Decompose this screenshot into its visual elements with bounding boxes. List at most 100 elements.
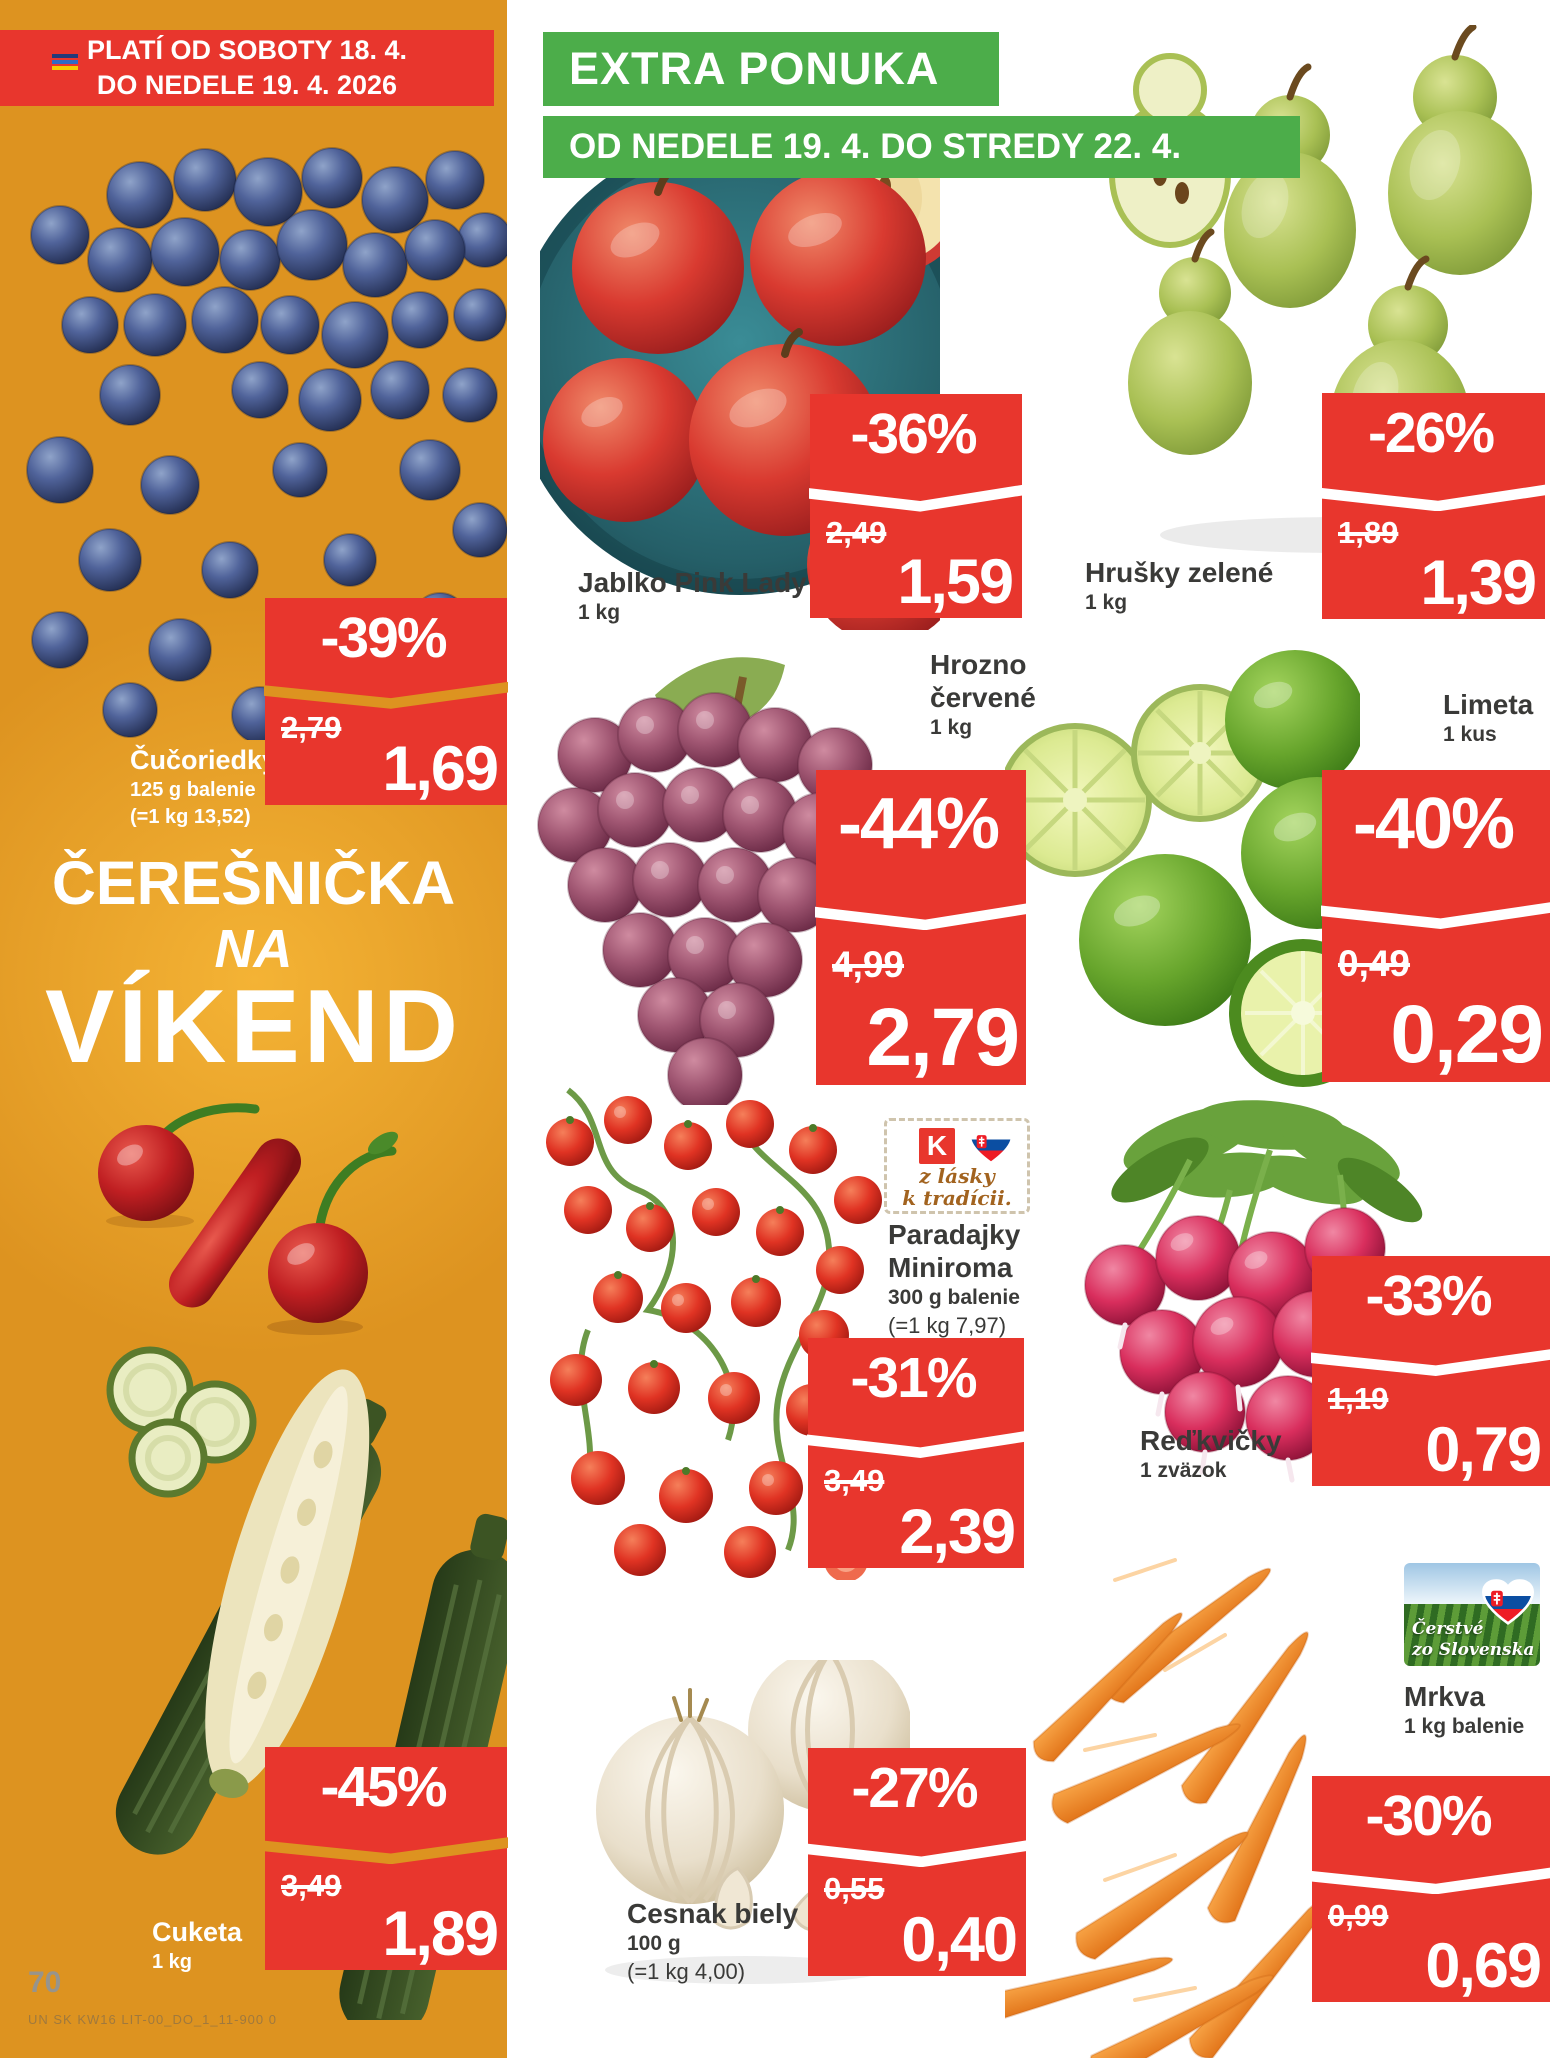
badge-notch [1321, 902, 1550, 930]
page-number: 70 [28, 1966, 62, 1999]
new-price: 0,69 [1425, 1931, 1542, 2001]
old-price: 2,49 [826, 515, 887, 551]
price-badge-blueberries: -39% 2,79 1,69 [264, 598, 508, 805]
discount-percent: -45% [320, 1755, 447, 1819]
product-unit: 1 kg [930, 716, 973, 739]
extra-offer-dates: OD NEDELE 19. 4. DO STREDY 22. 4. [569, 127, 1182, 166]
grapes-photo [537, 657, 873, 1105]
discount-percent: -39% [320, 606, 447, 670]
discount-percent: -27% [851, 1756, 978, 1820]
price-badge-garlic: -27% 0,55 0,40 [807, 1748, 1027, 1976]
price-badge-grapes: -44% 4,99 2,79 [815, 770, 1027, 1085]
product-name: Hrušky zelené [1085, 557, 1274, 588]
price-badge-pears: -26% 1,89 1,39 [1321, 393, 1546, 619]
product-label-grapes: Hrozno červené 1 kg [930, 648, 1060, 742]
product-label-apples: Jablko Pink Lady 1 kg [578, 566, 807, 627]
product-label-garlic: Cesnak biely 100 g (=1 kg 4,00) [627, 1897, 798, 1986]
kaufland-k-logo: K [919, 1128, 955, 1164]
old-price: 2,79 [281, 709, 342, 745]
fresh-from-slovakia-logo: Čerstvé zo Slovenska [1404, 1563, 1540, 1666]
old-price: 0,55 [824, 1871, 885, 1907]
product-name: Cuketa [152, 1917, 243, 1947]
old-price: 3,49 [824, 1462, 885, 1498]
discount-percent: -40% [1352, 784, 1515, 864]
badge-notch [1321, 484, 1546, 512]
price-badge-carrots: -30% 0,99 0,69 [1311, 1776, 1550, 2002]
product-unit-price: (=1 kg 4,00) [627, 1959, 746, 1984]
badge-notch [807, 1431, 1025, 1458]
product-unit: 125 g balenie [130, 779, 256, 801]
new-price: 0,79 [1425, 1415, 1542, 1485]
product-unit: 1 kg [578, 601, 621, 624]
badge-notch [815, 903, 1027, 931]
old-price: 1,19 [1328, 1380, 1389, 1416]
new-price: 1,59 [897, 547, 1014, 617]
old-price: 1,89 [1338, 515, 1399, 551]
discount-percent: -36% [850, 402, 977, 466]
badge-notch [264, 681, 508, 709]
product-name: Paradajky Miniroma [888, 1219, 1021, 1283]
validity-line1: PLATÍ OD SOBOTY 18. 4. [86, 35, 408, 65]
badge-notch [807, 1840, 1027, 1868]
validity-line2: DO NEDELE 19. 4. 2026 [96, 70, 398, 100]
extra-offer-banner: EXTRA PONUKA [543, 32, 999, 106]
product-name: Cesnak biely [627, 1898, 799, 1929]
new-price: 2,79 [866, 992, 1020, 1083]
new-price: 1,89 [382, 1899, 499, 1969]
product-unit: 1 kus [1443, 723, 1497, 746]
k-quality-stamp: K z lásky k tradícii. [884, 1118, 1030, 1214]
price-badge-tomatoes: -31% 3,49 2,39 [807, 1338, 1025, 1568]
extra-offer-title: EXTRA PONUKA [569, 43, 940, 94]
hero-line2: NA [214, 919, 293, 979]
tomatoes-photo [546, 1087, 882, 1580]
badge-notch [1311, 1349, 1550, 1376]
cherry-percent-graphic [98, 1103, 399, 1335]
product-unit-price: (=1 kg 7,97) [888, 1313, 1007, 1338]
product-name: Jablko Pink Lady [578, 567, 807, 598]
product-unit: 1 kg [1085, 591, 1128, 614]
product-name: Limeta [1443, 689, 1534, 720]
product-name: Mrkva [1404, 1681, 1485, 1712]
fresh-logo-text: Čerstvé zo Slovenska [1412, 1619, 1535, 1660]
product-unit-price: (=1 kg 13,52) [130, 806, 251, 828]
product-label-zucchini: Cuketa 1 kg [152, 1916, 242, 1976]
product-name: Čučoriedky [130, 745, 278, 775]
carrots-photo [1005, 1558, 1330, 2058]
old-price: 4,99 [832, 944, 905, 986]
old-price: 0,49 [1338, 942, 1411, 984]
product-label-pears: Hrušky zelené 1 kg [1085, 556, 1273, 617]
print-code: UN SK KW16 LIT-00_DO_1_11-900 0 [28, 2012, 277, 2027]
product-unit: 100 g [627, 1932, 681, 1955]
discount-percent: -44% [837, 784, 1000, 864]
new-price: 2,39 [899, 1497, 1016, 1567]
new-price: 0,40 [901, 1905, 1018, 1975]
price-badge-limes: -40% 0,49 0,29 [1321, 770, 1550, 1082]
badge-notch [1311, 1867, 1550, 1895]
old-price: 0,99 [1328, 1898, 1389, 1934]
new-price: 1,39 [1420, 548, 1537, 618]
product-label-radishes: Reďkvičky 1 zväzok [1140, 1424, 1282, 1485]
discount-percent: -31% [850, 1346, 977, 1410]
hero-line3: VÍKEND [45, 969, 462, 1085]
menu-icon[interactable] [52, 54, 78, 73]
badge-notch [809, 484, 1023, 512]
price-badge-zucchini: -45% 3,49 1,89 [264, 1747, 508, 1970]
discount-percent: -26% [1367, 401, 1495, 465]
new-price: 0,29 [1390, 989, 1544, 1080]
product-name: Hrozno červené [930, 649, 1036, 713]
product-name: Reďkvičky [1140, 1425, 1282, 1456]
validity-banner: PLATÍ OD SOBOTY 18. 4. DO NEDELE 19. 4. … [0, 30, 494, 106]
discount-percent: -30% [1365, 1784, 1492, 1848]
product-label-blueberries: Čučoriedky 125 g balenie (=1 kg 13,52) [130, 744, 330, 831]
product-label-limes: Limeta 1 kus [1443, 688, 1533, 749]
old-price: 3,49 [281, 1867, 342, 1903]
product-unit: 1 kg balenie [1404, 1715, 1525, 1738]
product-unit: 300 g balenie [888, 1286, 1020, 1309]
slovak-heart-icon [969, 1125, 1013, 1165]
stamp-text: z lásky k tradícii. [902, 1164, 1012, 1210]
product-unit: 1 kg [152, 1951, 193, 1973]
product-unit: 1 zväzok [1140, 1459, 1227, 1482]
price-badge-radishes: -33% 1,19 0,79 [1311, 1256, 1550, 1486]
price-badge-apples: -36% 2,49 1,59 [809, 394, 1023, 618]
product-label-carrots: Mrkva 1 kg balenie [1404, 1680, 1524, 1741]
